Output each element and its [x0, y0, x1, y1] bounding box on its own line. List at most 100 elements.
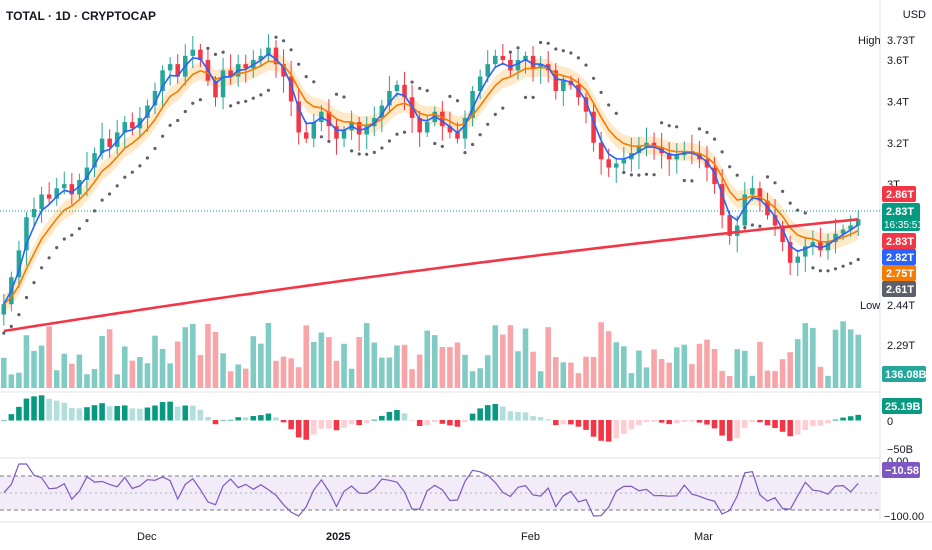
- sar-dot: [425, 89, 429, 93]
- osc-bar: [91, 405, 98, 421]
- osc-bar: [311, 420, 317, 435]
- candle-body: [477, 76, 483, 92]
- osc-bar: [182, 405, 189, 421]
- candle-body: [440, 111, 445, 127]
- volume-bar: [205, 323, 211, 388]
- volume-bar: [462, 354, 468, 388]
- sar-dot: [833, 267, 838, 271]
- candle-body: [606, 159, 611, 168]
- osc-bar: [174, 406, 181, 421]
- candle-body: [712, 167, 717, 185]
- osc-bar: [38, 395, 45, 421]
- sar-dot: [198, 98, 202, 102]
- volume-bar: [810, 327, 816, 388]
- volume-bar: [802, 323, 809, 388]
- candle-body: [379, 105, 385, 118]
- volume-bar: [779, 359, 786, 388]
- volume-bar: [477, 368, 483, 388]
- volume-bar: [643, 367, 650, 388]
- volume-bar: [507, 325, 514, 388]
- volume-bar: [258, 343, 264, 388]
- volume-bar: [764, 370, 771, 388]
- osc-bar: [575, 420, 582, 427]
- osc-bar: [628, 420, 635, 430]
- volume-bar: [212, 331, 219, 388]
- sar-dot: [40, 266, 44, 270]
- ema-slow-line: [3, 60, 859, 305]
- ma200-line: [3, 218, 859, 333]
- sar-dot: [682, 178, 686, 183]
- candle-body: [855, 219, 861, 226]
- sar-dot: [818, 269, 823, 273]
- sar-dot: [395, 132, 399, 136]
- sar-dot: [418, 86, 422, 90]
- osc-bar: [696, 420, 703, 423]
- osc-bar: [432, 420, 438, 423]
- candle-body: [107, 138, 112, 147]
- sar-dot: [229, 104, 233, 108]
- sar-dot: [244, 99, 248, 103]
- sar-dot: [501, 106, 505, 110]
- candle-body: [31, 208, 37, 218]
- sar-dot: [576, 56, 581, 60]
- osc-bar: [817, 420, 824, 426]
- sar-dot: [599, 90, 603, 94]
- osc-bar: [273, 417, 279, 421]
- rsi-line: [3, 463, 859, 517]
- sar-dot: [667, 124, 671, 128]
- sar-dot: [531, 95, 535, 99]
- volume-bar: [356, 337, 362, 388]
- sar-dot: [282, 39, 286, 43]
- osc-bar: [560, 420, 567, 425]
- candle-body: [145, 105, 150, 118]
- volume-bar: [711, 348, 718, 388]
- candle-body: [326, 111, 332, 127]
- volume-bar: [106, 329, 113, 388]
- osc-bar: [318, 420, 325, 429]
- badge-volume-text: 136.08B: [885, 369, 927, 381]
- sar-dot: [372, 150, 376, 154]
- osc-bar: [726, 420, 733, 441]
- volume-bar: [91, 369, 98, 388]
- candle-body: [258, 55, 264, 60]
- candle-body: [46, 194, 52, 199]
- volume-bar: [348, 368, 355, 388]
- sar-dot: [342, 95, 346, 99]
- osc-bar: [492, 403, 499, 421]
- candle-body: [666, 153, 672, 160]
- x-label-feb: Feb: [521, 531, 540, 543]
- sar-dot: [758, 224, 762, 228]
- osc-bar: [704, 420, 710, 425]
- badge-oscillator-text: 25.19B: [885, 401, 921, 413]
- candle-body: [508, 60, 513, 71]
- osc-bar: [530, 416, 536, 421]
- volume-bar: [31, 350, 37, 388]
- candle-body: [122, 122, 128, 133]
- x-label-2025: 2025: [326, 531, 350, 543]
- sar-dot: [130, 170, 134, 174]
- candle-body: [485, 64, 490, 77]
- osc-bar: [462, 420, 468, 422]
- sar-dot: [297, 62, 301, 66]
- sar-dot: [402, 130, 407, 134]
- x-label-dec: Dec: [137, 531, 157, 543]
- volume-bar: [742, 350, 748, 388]
- volume-bar: [273, 360, 279, 388]
- osc-bar: [205, 416, 211, 421]
- volume-bar: [847, 329, 854, 388]
- osc-bar: [190, 405, 196, 421]
- price-tick-1: 3.4T: [887, 96, 909, 108]
- osc-bar: [825, 420, 831, 424]
- candle-body: [69, 184, 75, 195]
- sar-dot: [675, 125, 679, 129]
- osc-bar: [144, 407, 151, 421]
- currency-label[interactable]: USD: [902, 9, 926, 21]
- candle-body: [1, 304, 7, 315]
- osc-bar: [8, 414, 15, 421]
- volume-bar: [515, 351, 521, 388]
- sar-dot: [546, 41, 550, 45]
- volume-bar: [303, 325, 310, 388]
- candle-body: [470, 91, 475, 118]
